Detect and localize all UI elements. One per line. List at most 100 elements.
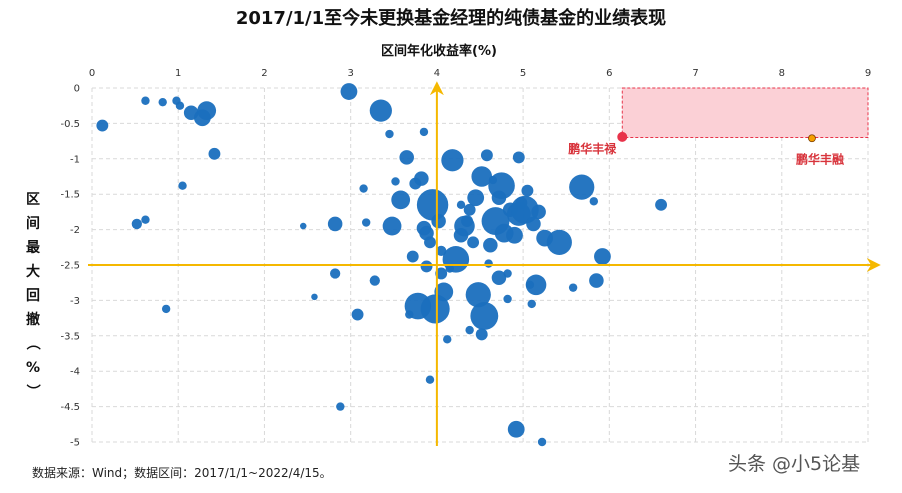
data-point [385,129,394,139]
data-point [158,97,167,107]
data-point [456,200,466,210]
data-point [141,215,150,224]
data-point [327,216,343,232]
data-point [521,184,534,197]
data-point [594,248,611,265]
y-label-char: 大 [26,263,40,280]
data-point [484,259,493,268]
data-point [470,302,499,330]
data-point [441,149,464,172]
highlight-label: 鹏华丰禄 [568,141,617,156]
y-tick-label: -2 [70,225,80,236]
data-point [419,127,429,137]
data-point [96,119,109,132]
x-tick-label: 7 [692,68,698,79]
data-point [531,204,546,220]
y-tick-label: -1 [70,154,80,165]
x-tick-label: 8 [779,68,785,79]
data-point [503,294,512,304]
data-point [311,293,318,301]
reference-lines [88,81,881,446]
y-tick-label: 0 [74,84,80,95]
data-point [467,189,485,207]
y-label-char: 撤 [26,311,40,328]
highlight-zone [621,87,869,139]
y-label-char: （ [24,336,40,350]
data-point [467,236,480,249]
x-tick-label: 2 [261,68,267,79]
data-point [391,190,411,210]
y-tick-label: -4.5 [60,402,80,413]
data-point [589,197,599,206]
data-point [178,181,187,190]
data-point [463,203,476,216]
y-tick-label: -3 [70,296,80,307]
data-point [416,189,449,221]
data-point [483,237,498,253]
y-label-char: 回 [26,288,40,304]
data-point [527,299,536,309]
data-point [391,177,400,186]
data-point [655,198,668,211]
data-point [175,101,185,110]
y-tick-label: -4 [70,367,80,378]
x-tick-label: 0 [89,68,95,79]
data-point [420,294,450,324]
data-point [443,335,452,344]
x-tick-label: 3 [347,68,353,79]
data-point [506,226,523,244]
data-point [568,283,578,292]
source-note: 数据来源：Wind；数据区间：2017/1/1~2022/4/15。 [32,465,332,480]
data-point [131,218,142,230]
data-points [96,83,668,447]
data-point [359,184,368,193]
data-point [461,215,474,228]
chart-title: 2017/1/1至今未更换基金经理的纯债基金的业绩表现 [236,7,666,29]
data-point [406,250,419,263]
x-tick-label: 9 [865,68,871,79]
data-point [507,420,525,438]
data-point [420,260,433,273]
data-point [424,236,436,249]
data-point [330,268,341,279]
data-point [361,218,371,227]
data-point [480,149,493,162]
data-point [382,216,402,236]
data-point [208,147,221,160]
data-point [471,166,493,187]
data-point [546,229,572,255]
data-point [465,325,474,335]
y-tick-labels: 0 -0.5 -1 -1.5 -2 -2.5 -3 -3.5 -4 -4.5 -5 [60,84,80,449]
x-tick-label: 5 [520,68,526,79]
y-label-char: 间 [26,215,40,232]
data-point [336,402,345,411]
data-point [141,96,150,105]
data-point [434,282,454,302]
highlight-point [617,131,628,142]
data-point [569,174,595,200]
x-tick-label: 6 [606,68,612,79]
data-point [369,99,392,122]
y-label-char: 区 [26,192,40,208]
data-point [475,328,488,341]
y-label-char: % [26,360,40,376]
data-point [405,310,414,319]
data-point [425,375,435,384]
y-tick-label: -5 [70,438,80,449]
highlight-label: 鹏华丰融 [796,151,844,166]
data-point [526,216,541,232]
data-point [512,151,525,164]
data-point [525,274,547,296]
data-point [197,101,217,121]
data-point [442,246,470,273]
y-tick-label: -0.5 [60,119,80,130]
x-tick-labels: 0 1 2 3 4 5 6 7 8 9 [89,68,871,79]
data-point [589,273,604,288]
data-point [351,308,364,321]
data-point [510,195,539,224]
data-point [491,270,507,286]
y-tick-label: -2.5 [60,261,80,272]
